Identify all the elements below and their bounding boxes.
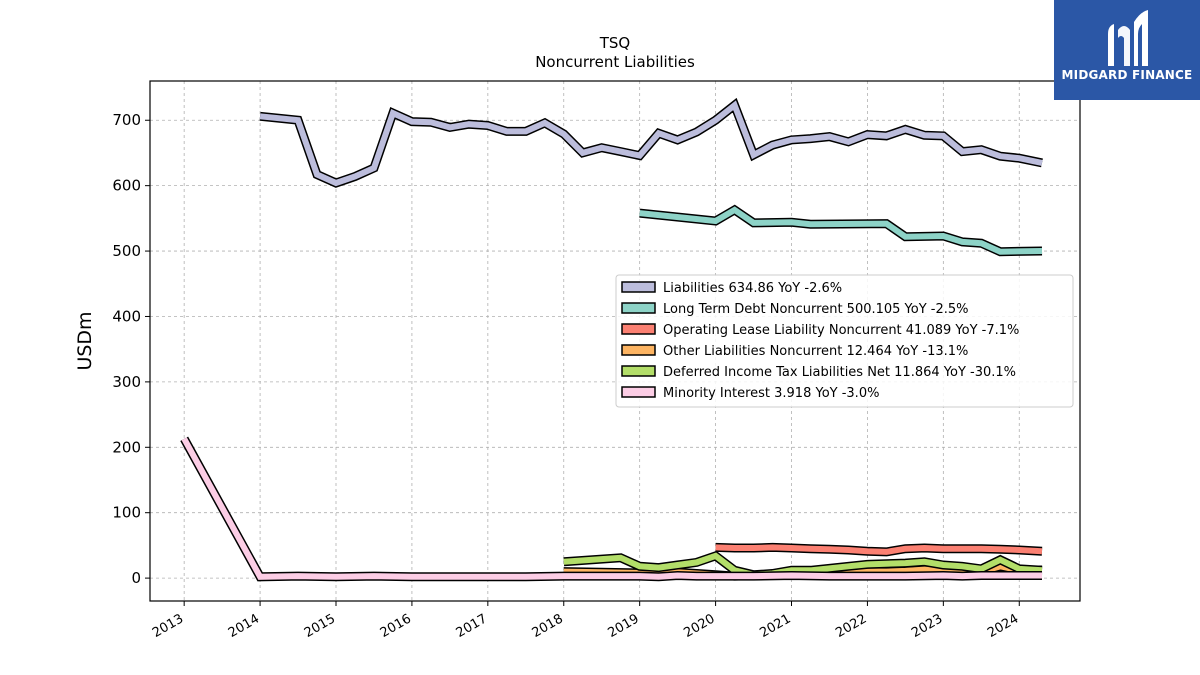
legend-entry: Deferred Income Tax Liabilities Net 11.8… [663, 365, 1016, 380]
series-line [715, 542, 1043, 557]
y-tick-label: 100 [112, 504, 141, 522]
x-tick-label: 2016 [378, 611, 414, 641]
x-tick-label: 2013 [150, 611, 186, 641]
y-tick-label: 600 [112, 177, 141, 195]
x-tick-label: 2020 [681, 611, 717, 641]
y-tick-label: 300 [112, 373, 141, 391]
legend-entry: Long Term Debt Noncurrent 500.105 YoY -2… [663, 302, 969, 317]
brand-name: MIDGARD FINANCE [1061, 68, 1193, 82]
series-line-fill [563, 552, 1043, 578]
series-line [639, 204, 1043, 257]
legend-swatch [621, 281, 656, 293]
x-tick-label: 2023 [909, 611, 945, 641]
y-tick-label: 700 [112, 111, 141, 129]
series-line [563, 550, 1043, 580]
legend-entry: Minority Interest 3.918 YoY -3.0% [663, 386, 879, 401]
series-line [259, 97, 1043, 188]
legend-swatch [621, 386, 656, 398]
series-line-fill [639, 206, 1043, 255]
legend-swatch [621, 344, 656, 356]
legend-swatch [621, 323, 656, 335]
x-tick-label: 2022 [833, 611, 869, 641]
x-tick-label: 2019 [606, 611, 642, 641]
x-tick-label: 2014 [226, 611, 262, 641]
series-line-fill [181, 437, 1042, 580]
legend-swatch [621, 365, 656, 377]
x-tick-label: 2015 [302, 611, 338, 641]
chart-subtitle: Noncurrent Liabilities [535, 53, 695, 71]
y-tick-label: 400 [112, 307, 141, 325]
x-tick-label: 2024 [985, 611, 1021, 641]
series-line [180, 436, 1042, 582]
plot-frame [149, 80, 1081, 602]
x-axis: 2013 2014 2015 2016 2017 2018 2019 2020 2021 2022… [150, 601, 1021, 641]
legend-entry: Operating Lease Liability Noncurrent 41.… [663, 323, 1019, 338]
brand-logo: MIDGARD FINANCE [1054, 0, 1200, 100]
legend-box [615, 274, 1074, 408]
legend-swatch [621, 302, 656, 314]
legend: Liabilities 634.86 YoY -2.6% Long Term De… [615, 274, 1074, 408]
y-tick-label: 500 [112, 242, 141, 260]
y-axis-label: USDm [74, 311, 96, 370]
y-axis: 0 100 200 300 400 500 600 700 [112, 111, 150, 587]
legend-entry: Other Liabilities Noncurrent 12.464 YoY … [663, 344, 968, 359]
x-tick-label: 2018 [530, 611, 566, 641]
midgard-logo-icon [1108, 10, 1148, 66]
legend-entry: Liabilities 634.86 YoY -2.6% [663, 281, 842, 296]
series-line-fill [259, 100, 1043, 187]
y-tick-label: 200 [112, 438, 141, 456]
x-tick-label: 2017 [454, 611, 490, 641]
series-line-fill [715, 544, 1043, 555]
y-tick-label: 0 [131, 569, 141, 587]
series-layer [180, 97, 1043, 582]
chart-title: TSQ [599, 34, 631, 52]
x-tick-label: 2021 [757, 611, 793, 641]
